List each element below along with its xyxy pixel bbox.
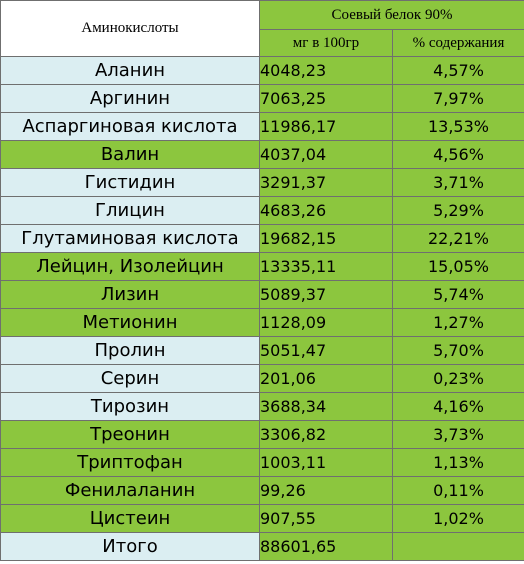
percent-value: 7,97%: [392, 84, 524, 113]
total-percent-value: [392, 532, 524, 561]
mg-value: 19682,15: [259, 224, 393, 253]
table-row: Тирозин 3688,34 4,16%: [0, 392, 524, 421]
mg-value: 907,55: [259, 504, 393, 533]
percent-content-header: % содержания: [392, 29, 524, 57]
percent-value: 0,23%: [392, 364, 524, 393]
percent-value: 5,29%: [392, 196, 524, 225]
percent-value: 3,73%: [392, 420, 524, 449]
table-row: Триптофан 1003,11 1,13%: [0, 448, 524, 477]
mg-value: 1003,11: [259, 448, 393, 477]
amino-acid-name: Триптофан: [0, 448, 260, 477]
total-row: Итого 88601,65: [0, 532, 524, 561]
mg-per-100g-header: мг в 100гр: [259, 29, 393, 57]
amino-acid-name: Валин: [0, 140, 260, 169]
percent-value: 3,71%: [392, 168, 524, 197]
mg-value: 5089,37: [259, 280, 393, 309]
amino-acid-name: Лейцин, Изолейцин: [0, 252, 260, 281]
percent-value: 5,70%: [392, 336, 524, 365]
mg-value: 5051,47: [259, 336, 393, 365]
mg-value: 3291,37: [259, 168, 393, 197]
table-row: Пролин 5051,47 5,70%: [0, 336, 524, 365]
mg-value: 11986,17: [259, 112, 393, 141]
amino-acid-name: Глутаминовая кислота: [0, 224, 260, 253]
percent-value: 4,57%: [392, 56, 524, 85]
amino-acid-name: Треонин: [0, 420, 260, 449]
amino-acid-name: Тирозин: [0, 392, 260, 421]
amino-acid-name: Фенилаланин: [0, 476, 260, 505]
percent-value: 4,16%: [392, 392, 524, 421]
amino-acid-name: Серин: [0, 364, 260, 393]
table-row: Треонин 3306,82 3,73%: [0, 420, 524, 449]
percent-value: 4,56%: [392, 140, 524, 169]
table-row: Цистеин 907,55 1,02%: [0, 504, 524, 533]
mg-value: 1128,09: [259, 308, 393, 337]
table-row: Фенилаланин 99,26 0,11%: [0, 476, 524, 505]
amino-acid-name: Лизин: [0, 280, 260, 309]
table-row: Глицин 4683,26 5,29%: [0, 196, 524, 225]
percent-value: 22,21%: [392, 224, 524, 253]
table-row: Метионин 1128,09 1,27%: [0, 308, 524, 337]
percent-value: 1,27%: [392, 308, 524, 337]
percent-value: 1,02%: [392, 504, 524, 533]
table-row: Аргинин 7063,25 7,97%: [0, 84, 524, 113]
amino-acid-name: Глицин: [0, 196, 260, 225]
amino-acid-name: Аспаргиновая кислота: [0, 112, 260, 141]
table-row: Валин 4037,04 4,56%: [0, 140, 524, 169]
mg-value: 4683,26: [259, 196, 393, 225]
mg-value: 4048,23: [259, 56, 393, 85]
mg-value: 99,26: [259, 476, 393, 505]
table-row: Лейцин, Изолейцин 13335,11 15,05%: [0, 252, 524, 281]
percent-value: 13,53%: [392, 112, 524, 141]
mg-value: 4037,04: [259, 140, 393, 169]
percent-value: 5,74%: [392, 280, 524, 309]
amino-acid-name: Метионин: [0, 308, 260, 337]
table-row: Лизин 5089,37 5,74%: [0, 280, 524, 309]
amino-acid-name: Гистидин: [0, 168, 260, 197]
amino-acid-name: Аланин: [0, 56, 260, 85]
total-label: Итого: [0, 532, 260, 561]
mg-value: 3688,34: [259, 392, 393, 421]
total-mg-value: 88601,65: [259, 532, 393, 561]
table-row: Серин 201,06 0,23%: [0, 364, 524, 393]
amino-acid-name: Пролин: [0, 336, 260, 365]
table-row: Глутаминовая кислота 19682,15 22,21%: [0, 224, 524, 253]
mg-value: 7063,25: [259, 84, 393, 113]
mg-value: 201,06: [259, 364, 393, 393]
amino-acids-header: Аминокислоты: [0, 0, 260, 57]
amino-acid-name: Цистеин: [0, 504, 260, 533]
table-row: Аспаргиновая кислота 11986,17 13,53%: [0, 112, 524, 141]
amino-acid-name: Аргинин: [0, 84, 260, 113]
header-row-1: Аминокислоты Соевый белок 90%: [0, 0, 524, 57]
mg-value: 13335,11: [259, 252, 393, 281]
mg-value: 3306,82: [259, 420, 393, 449]
table-row: Гистидин 3291,37 3,71%: [0, 168, 524, 197]
percent-value: 0,11%: [392, 476, 524, 505]
percent-value: 15,05%: [392, 252, 524, 281]
percent-value: 1,13%: [392, 448, 524, 477]
table-row: Аланин 4048,23 4,57%: [0, 56, 524, 85]
soy-protein-header: Соевый белок 90%: [259, 0, 524, 30]
